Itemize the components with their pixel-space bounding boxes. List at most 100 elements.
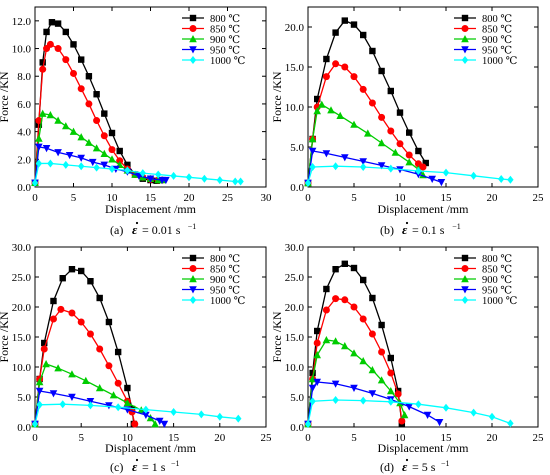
legend-label: 1000 ℃ (482, 296, 518, 307)
data-point (322, 150, 331, 158)
legend-label: 850 ℃ (482, 25, 512, 36)
data-point (100, 132, 108, 140)
data-point (124, 166, 131, 175)
data-point (360, 276, 367, 284)
data-point (415, 167, 422, 175)
legend-label: 950 ℃ (482, 286, 512, 297)
legend-label: 950 ℃ (210, 46, 240, 57)
data-point (86, 330, 94, 338)
legend-marker (189, 56, 197, 64)
data-point (359, 85, 367, 93)
data-point (54, 45, 62, 53)
data-point (68, 266, 76, 273)
data-point (35, 134, 43, 142)
data-point (360, 163, 367, 171)
y-tick-label: 10.0 (12, 362, 32, 374)
x-tick-label: 5 (71, 192, 77, 204)
x-tick-label: 0 (305, 432, 311, 444)
data-point (62, 122, 70, 130)
data-point (423, 411, 432, 419)
data-point (108, 165, 116, 173)
legend-label: 850 ℃ (210, 25, 240, 36)
data-point (155, 417, 164, 425)
series-line (34, 146, 166, 183)
data-point (88, 158, 97, 167)
data-point (442, 403, 450, 412)
data-point (105, 362, 113, 370)
data-point (46, 111, 55, 119)
data-point (387, 164, 394, 173)
data-point (309, 163, 316, 171)
data-point (378, 67, 385, 75)
series-line (34, 43, 163, 183)
data-point (49, 390, 58, 398)
data-point (38, 109, 47, 117)
legend-marker (189, 275, 197, 283)
y-axis-label: Force /KN (270, 71, 284, 122)
x-tick-label: 30 (261, 192, 273, 204)
data-point (378, 321, 385, 329)
strain-rate-dot (405, 458, 409, 462)
data-point (387, 87, 394, 95)
legend-label: 800 ℃ (210, 14, 240, 25)
data-point (101, 110, 108, 117)
caption-rate-exponent: −1 (452, 222, 461, 231)
y-tick-label: 0.0 (290, 422, 304, 434)
data-point (96, 345, 104, 353)
y-tick-label: 15.0 (12, 332, 32, 344)
data-point (350, 21, 358, 28)
caption-rate-exponent: −1 (171, 459, 180, 468)
chart-panel-b: 0 5 10 15 20 25 0.0 5.0 10.0 15.0 20.0 Displacement… (270, 6, 544, 237)
data-point (435, 419, 444, 427)
data-point (360, 31, 367, 39)
x-tick-label: 15 (441, 192, 453, 204)
data-point (405, 403, 413, 411)
data-point (309, 369, 316, 377)
caption-prefix: (b) (380, 223, 394, 237)
x-tick-label: 15 (168, 432, 180, 444)
legend-marker (461, 265, 469, 272)
legend-label: 800 ℃ (482, 254, 512, 265)
data-point (139, 169, 146, 178)
legend-marker (461, 254, 469, 262)
data-point (359, 357, 367, 365)
x-tick-label: 25 (533, 432, 545, 444)
caption-rate: = 0.01 s (142, 223, 181, 237)
data-point (406, 129, 413, 136)
chart-panel-a: 0 5 10 15 20 25 30 0.0 2.0 4.0 6.0 8.0 10.0 12.0 Displ… (0, 6, 273, 237)
data-point (78, 162, 85, 171)
data-point (57, 305, 65, 313)
x-tick-label: 10 (395, 432, 407, 444)
data-point (387, 397, 394, 406)
x-tick-label: 20 (214, 432, 226, 444)
data-point (391, 148, 400, 156)
strain-rate-dot (135, 221, 139, 225)
series-3 (304, 378, 444, 428)
series-4 (304, 396, 514, 428)
data-point (313, 378, 321, 386)
data-point (350, 384, 358, 392)
data-point (92, 144, 101, 152)
y-tick-label: 5.0 (290, 392, 304, 404)
data-point (201, 174, 208, 183)
x-tick-label: 10 (395, 192, 407, 204)
data-point (313, 339, 321, 347)
caption-rate: = 1 s (142, 460, 166, 474)
data-point (309, 397, 316, 406)
legend-marker (461, 46, 469, 54)
data-point (95, 384, 104, 392)
data-point (96, 294, 103, 302)
data-point (350, 303, 358, 311)
data-point (331, 337, 340, 345)
data-point (93, 163, 100, 172)
data-point (124, 161, 131, 169)
data-point (77, 133, 85, 141)
chart-panel-c: 0 5 10 15 20 25 0.0 5.0 10.0 15.0 20.0 25.0 30.0 Disp… (0, 242, 272, 474)
data-point (368, 390, 377, 398)
data-point (77, 154, 85, 162)
data-point (54, 20, 62, 27)
data-point (142, 405, 150, 414)
data-point (387, 387, 395, 395)
data-point (216, 412, 223, 421)
